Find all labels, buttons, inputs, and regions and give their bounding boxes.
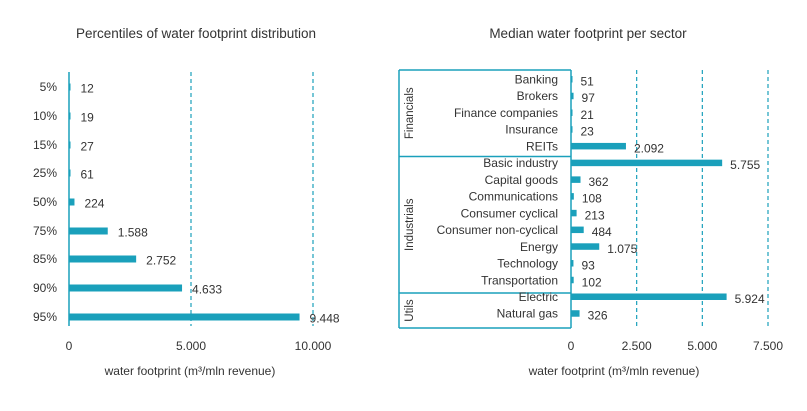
right-category-label: Natural gas <box>497 307 558 321</box>
right-value-label: 21 <box>581 108 595 122</box>
right-value-label: 1.075 <box>607 242 637 256</box>
left-x-tick-label: 5.000 <box>176 339 206 353</box>
right-chart-title: Median water footprint per sector <box>489 26 687 41</box>
left-bar <box>69 198 75 206</box>
left-value-label: 9.448 <box>310 312 340 326</box>
right-x-tick-label: 0 <box>568 339 575 353</box>
right-bar <box>571 209 577 217</box>
left-value-label: 4.633 <box>192 283 222 297</box>
left-value-label: 19 <box>81 111 95 125</box>
right-x-axis-label: water footprint (m³/mln revenue) <box>528 364 700 378</box>
right-category-label: Consumer non-cyclical <box>437 223 558 237</box>
left-bar <box>69 313 300 321</box>
right-bar <box>571 310 580 317</box>
right-value-label: 2.092 <box>634 141 664 155</box>
left-category-label: 95% <box>33 310 57 324</box>
right-bar <box>571 142 626 150</box>
right-value-label: 102 <box>582 275 602 289</box>
right-bar <box>571 159 723 167</box>
right-category-label: Transportation <box>481 273 558 287</box>
left-value-label: 1.588 <box>118 226 148 240</box>
left-category-label: 15% <box>33 138 57 152</box>
right-value-label: 93 <box>581 259 595 273</box>
group-label: Financials <box>404 87 416 139</box>
left-bar <box>69 141 71 149</box>
right-category-label: Basic industry <box>483 156 558 170</box>
left-chart-title: Percentiles of water footprint distribut… <box>76 26 316 41</box>
left-bar <box>69 284 183 292</box>
right-value-label: 51 <box>581 75 595 89</box>
right-value-label: 213 <box>585 208 605 222</box>
left-category-label: 50% <box>33 195 57 209</box>
left-bar <box>69 227 108 235</box>
left-value-label: 12 <box>81 82 95 96</box>
right-bar <box>571 243 600 250</box>
left-category-label: 10% <box>33 109 57 123</box>
right-bar <box>571 92 574 100</box>
right-category-label: Technology <box>497 257 558 271</box>
right-category-label: REITs <box>526 139 558 153</box>
right-category-label: Capital goods <box>485 173 558 187</box>
left-category-label: 25% <box>33 166 57 180</box>
right-value-label: 484 <box>592 225 612 239</box>
left-bar <box>69 169 71 177</box>
left-x-tick-label: 0 <box>66 339 73 353</box>
right-category-label: Brokers <box>517 89 558 103</box>
right-category-label: Insurance <box>505 123 558 137</box>
left-bar <box>69 83 71 91</box>
left-category-label: 90% <box>33 281 57 295</box>
right-value-label: 5.755 <box>730 158 760 172</box>
right-bar <box>571 293 727 300</box>
left-value-label: 27 <box>81 140 95 154</box>
right-value-label: 97 <box>582 91 596 105</box>
right-value-label: 362 <box>589 175 609 189</box>
left-bar <box>69 255 137 263</box>
right-chart: Median water footprint per sector Financ… <box>398 26 783 378</box>
left-x-tick-label: 10.000 <box>295 339 332 353</box>
left-x-axis-label: water footprint (m³/mln revenue) <box>104 364 276 378</box>
right-category-label: Energy <box>520 240 558 254</box>
right-value-label: 23 <box>581 125 595 139</box>
group-label: Industrials <box>404 198 416 251</box>
left-value-label: 2.752 <box>146 254 176 268</box>
left-value-label: 61 <box>81 168 95 182</box>
left-category-label: 85% <box>33 252 57 266</box>
right-category-label: Finance companies <box>454 106 558 120</box>
right-category-label: Electric <box>519 290 558 304</box>
left-category-label: 5% <box>40 80 58 94</box>
group-label: Utils <box>404 299 416 322</box>
right-bar <box>571 276 574 284</box>
right-value-label: 326 <box>588 309 608 323</box>
right-bar <box>571 126 573 133</box>
right-x-tick-label: 7.500 <box>753 339 783 353</box>
left-value-label: 224 <box>84 197 104 211</box>
right-bar <box>571 109 573 116</box>
right-category-label: Consumer cyclical <box>461 206 558 220</box>
left-chart: Percentiles of water footprint distribut… <box>33 26 340 378</box>
right-category-label: Banking <box>515 73 558 87</box>
right-category-label: Communications <box>469 190 558 204</box>
right-bar <box>571 176 581 183</box>
right-x-tick-label: 5.000 <box>687 339 717 353</box>
right-bar <box>571 260 574 267</box>
right-value-label: 108 <box>582 192 602 206</box>
left-category-label: 75% <box>33 224 57 238</box>
right-value-label: 5.924 <box>735 292 765 306</box>
right-x-tick-label: 2.500 <box>622 339 652 353</box>
left-bar <box>69 112 71 120</box>
right-bar <box>571 76 573 83</box>
right-bar <box>571 193 574 200</box>
right-bar <box>571 226 584 234</box>
